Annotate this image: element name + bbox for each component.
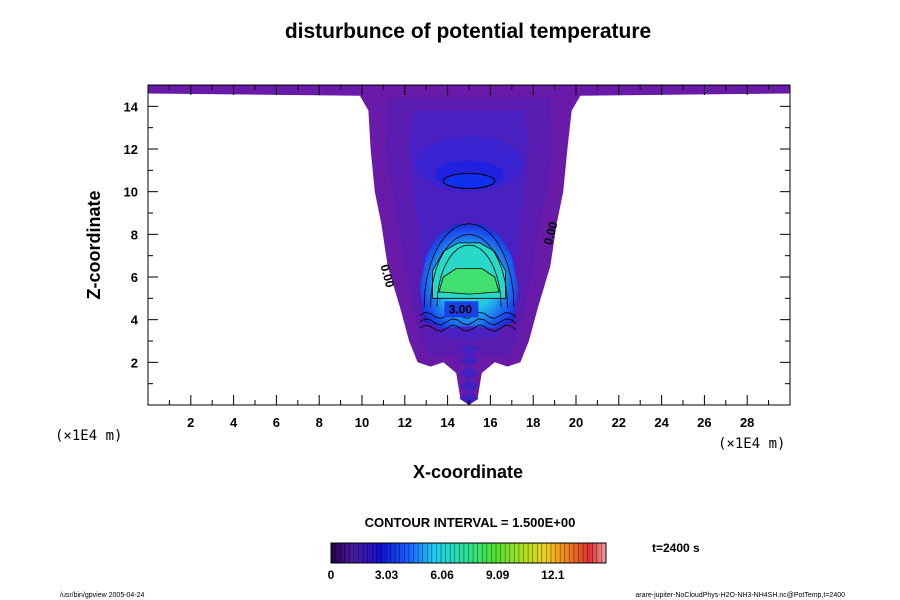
colorbar-tick-label: 3.03 (375, 568, 399, 582)
colorbar-tick-label: 12.1 (541, 568, 565, 582)
dome-contour-line (430, 233, 508, 307)
x-tick-label: 16 (483, 415, 497, 430)
x-tick-label: 4 (230, 415, 238, 430)
contour-interval: CONTOUR INTERVAL = 1.500E+00 (365, 515, 576, 530)
contour-field (148, 85, 790, 405)
dome-base-contour (419, 318, 517, 326)
x-tick-label: 12 (398, 415, 412, 430)
x-unit-left: (×1E4 m) (55, 428, 122, 444)
upper-lobe-core (442, 173, 496, 189)
colorbar-ticks: 0 3.03 6.06 9.09 12.1 (328, 568, 565, 582)
y-tick-label: 8 (131, 227, 138, 242)
bottom-blob (459, 392, 479, 405)
y-tick-label: 12 (124, 142, 138, 157)
x-tick-label: 20 (569, 415, 583, 430)
x-tick-label: 22 (612, 415, 626, 430)
x-tick-label: 24 (654, 415, 669, 430)
x-tick-label: 10 (355, 415, 369, 430)
y-tick-label: 14 (124, 99, 139, 114)
y-tick-label: 6 (131, 270, 138, 285)
contour-label-bg (444, 301, 479, 318)
x-tick-label: 14 (440, 415, 455, 430)
bottom-blob (459, 366, 479, 380)
x-tick-label: 6 (273, 415, 280, 430)
bottom-blob (459, 379, 479, 393)
bottom-blob (459, 343, 479, 356)
x-tick-label: 28 (740, 415, 754, 430)
x-axis: 2 4 6 8 10 12 14 16 18 20 22 24 26 28 (168, 85, 770, 430)
footer-right: arare-jupiter-NoCloudPhys-H2O-NH3-NH4SH.… (635, 592, 845, 599)
x-tick-label: 8 (316, 415, 323, 430)
dome-base-contour (419, 324, 517, 332)
chart-title: disturbunce of potential temperature (285, 20, 651, 43)
bottom-blob (459, 353, 479, 367)
x-tick-label: 2 (187, 415, 194, 430)
y-axis-label: Z-coordinate (84, 190, 104, 299)
contour-label: 3.00 (449, 302, 473, 316)
y-tick-label: 4 (131, 313, 139, 328)
colorbar-tick-label: 9.09 (486, 568, 510, 582)
dome-base-contour (419, 311, 517, 319)
time-label: t=2400 s (652, 541, 700, 555)
colorbar-tick-label: 0 (328, 568, 335, 582)
x-tick-label: 26 (697, 415, 711, 430)
y-axis: 2 4 6 8 10 12 14 (124, 99, 790, 385)
y-tick-label: 2 (131, 355, 138, 370)
colorbar-stripes (335, 543, 602, 563)
colorbar-tick-label: 6.06 (430, 568, 454, 582)
y-tick-label: 10 (124, 185, 138, 200)
contour-labels: 0.00 0.00 3.00 (377, 220, 561, 318)
x-tick-label: 18 (526, 415, 540, 430)
dome-contour-line (436, 244, 502, 307)
dome-core (438, 268, 500, 295)
contour-label: 0.00 (541, 220, 561, 246)
contour-label: 0.00 (377, 263, 397, 289)
x-unit-right: (×1E4 m) (718, 436, 785, 452)
x-axis-label: X-coordinate (413, 462, 523, 482)
dome-contour-line (423, 223, 515, 307)
footer-left: /usr/bin/gpview 2005-04-24 (60, 592, 145, 599)
